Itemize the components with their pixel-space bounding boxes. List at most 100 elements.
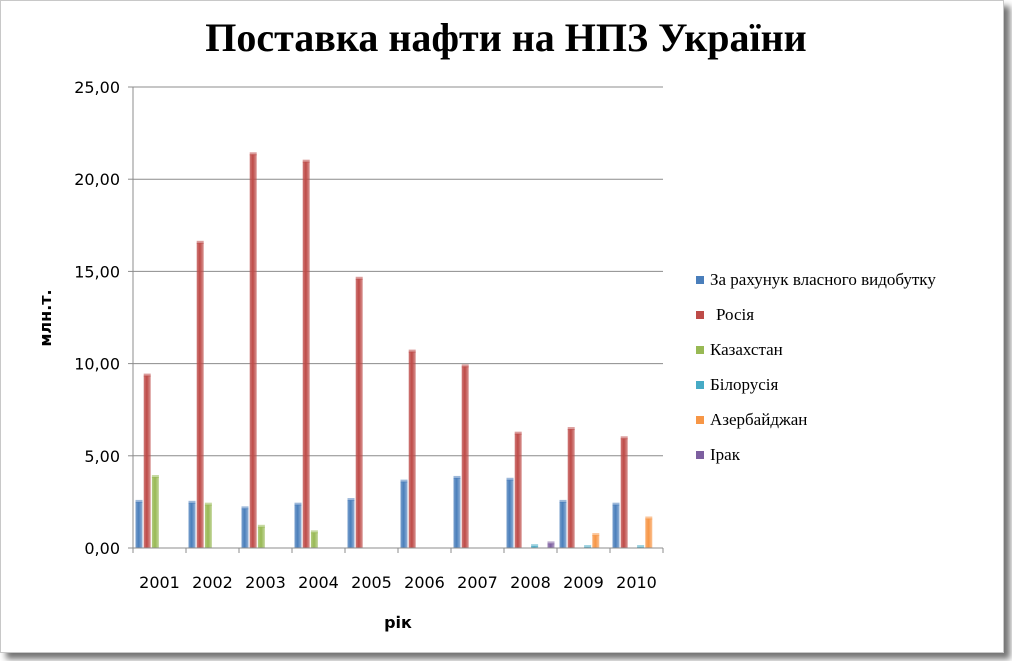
- bar: [453, 477, 461, 548]
- bar-cap: [135, 499, 143, 503]
- legend-item: Казахстан: [696, 332, 936, 367]
- bar: [567, 429, 575, 548]
- x-tick-label: 2001: [139, 573, 180, 592]
- bar: [592, 535, 600, 548]
- legend-item: Росія: [696, 297, 936, 332]
- y-tick-label: 5,00: [84, 447, 120, 466]
- y-tick-labels: 0,00 5,00 10,00 15,00 20,00 25,00: [74, 78, 120, 558]
- x-tick-label: 2006: [404, 573, 445, 592]
- bar-cap: [612, 502, 620, 506]
- legend-swatch: [696, 275, 704, 284]
- bar-cap: [355, 276, 363, 280]
- chart-title: Поставка нафти на НПЗ України: [205, 15, 807, 60]
- legend-item: Ірак: [696, 437, 936, 472]
- bar: [135, 501, 143, 548]
- bar-cap: [645, 516, 653, 520]
- x-tick-label: 2008: [510, 573, 551, 592]
- bar-cap: [506, 477, 514, 481]
- bar: [506, 479, 514, 548]
- bar-cap: [531, 544, 539, 548]
- bar: [257, 526, 265, 548]
- legend-label: Ірак: [710, 444, 740, 464]
- legend-swatch: [696, 380, 704, 389]
- bar-cap: [547, 541, 555, 545]
- legend-swatch: [696, 345, 704, 354]
- legend-label: За рахунук власного видобутку: [710, 269, 936, 289]
- bar-cap: [257, 524, 265, 528]
- bar-cap: [204, 502, 212, 506]
- bar: [310, 532, 318, 548]
- y-axis-title: млн.т.: [36, 289, 55, 346]
- bar: [355, 278, 363, 548]
- bar: [196, 242, 204, 548]
- bar: [612, 504, 620, 548]
- bar-cap: [347, 498, 355, 502]
- x-tick-label: 2010: [616, 573, 657, 592]
- bar: [294, 504, 302, 548]
- legend-swatch: [696, 310, 704, 319]
- bar-cap: [620, 436, 628, 440]
- bar-cap: [241, 506, 249, 510]
- x-tick-labels: 2001 2002 2003 2004 2005 2006 2007 2008 2009 2010: [139, 573, 657, 592]
- legend-swatch: [696, 450, 704, 459]
- bar-cap: [294, 502, 302, 506]
- legend-label: Росія: [716, 304, 755, 324]
- bar: [249, 154, 257, 548]
- bar-cap: [453, 475, 461, 479]
- bar: [514, 433, 522, 548]
- bar-cap: [514, 431, 522, 435]
- x-tick-label: 2002: [192, 573, 233, 592]
- bar: [620, 438, 628, 548]
- bar-cap: [310, 530, 318, 534]
- bar-cap: [151, 475, 159, 479]
- bar: [347, 500, 355, 548]
- bar-cap: [196, 240, 204, 244]
- bar-cap: [143, 373, 151, 377]
- bar-cap: [592, 533, 600, 537]
- legend-item: За рахунук власного видобутку: [696, 262, 936, 297]
- x-axis-title: рік: [384, 613, 412, 632]
- bar-cap: [400, 479, 408, 483]
- x-tick-label: 2007: [457, 573, 498, 592]
- y-tick-label: 0,00: [84, 539, 120, 558]
- bar-cap: [408, 349, 416, 353]
- legend-swatch: [696, 415, 704, 424]
- x-tick-label: 2004: [298, 573, 339, 592]
- bar: [400, 481, 408, 548]
- y-tick-label: 15,00: [74, 262, 120, 281]
- bar: [461, 366, 469, 548]
- bar: [188, 502, 196, 548]
- x-tick-label: 2003: [245, 573, 286, 592]
- bar-cap: [461, 364, 469, 368]
- bars: [135, 152, 653, 549]
- axes: [128, 86, 664, 553]
- y-tick-label: 25,00: [74, 78, 120, 97]
- bar-cap: [188, 500, 196, 504]
- legend-label: Білорусія: [710, 374, 779, 394]
- legend-label: Азербайджан: [710, 409, 808, 429]
- bar: [408, 351, 416, 548]
- bar-cap: [637, 545, 645, 549]
- bar-cap: [249, 152, 257, 156]
- bar: [151, 477, 159, 548]
- bar-cap: [567, 427, 575, 431]
- bar: [204, 504, 212, 548]
- bar: [241, 508, 249, 548]
- bar-cap: [559, 499, 567, 503]
- x-tick-label: 2005: [351, 573, 392, 592]
- bar: [302, 161, 310, 548]
- y-tick-label: 10,00: [74, 355, 120, 374]
- legend-label: Казахстан: [710, 339, 783, 359]
- bar: [143, 375, 151, 548]
- bar: [645, 518, 653, 548]
- legend-item: Азербайджан: [696, 402, 936, 437]
- bar-cap: [302, 159, 310, 163]
- bar: [547, 543, 555, 548]
- y-tick-label: 20,00: [74, 170, 120, 189]
- gridlines: [133, 86, 663, 457]
- bar-cap: [584, 545, 592, 549]
- legend: За рахунук власного видобутку Росія Казахс…: [696, 262, 936, 472]
- x-tick-label: 2009: [563, 573, 604, 592]
